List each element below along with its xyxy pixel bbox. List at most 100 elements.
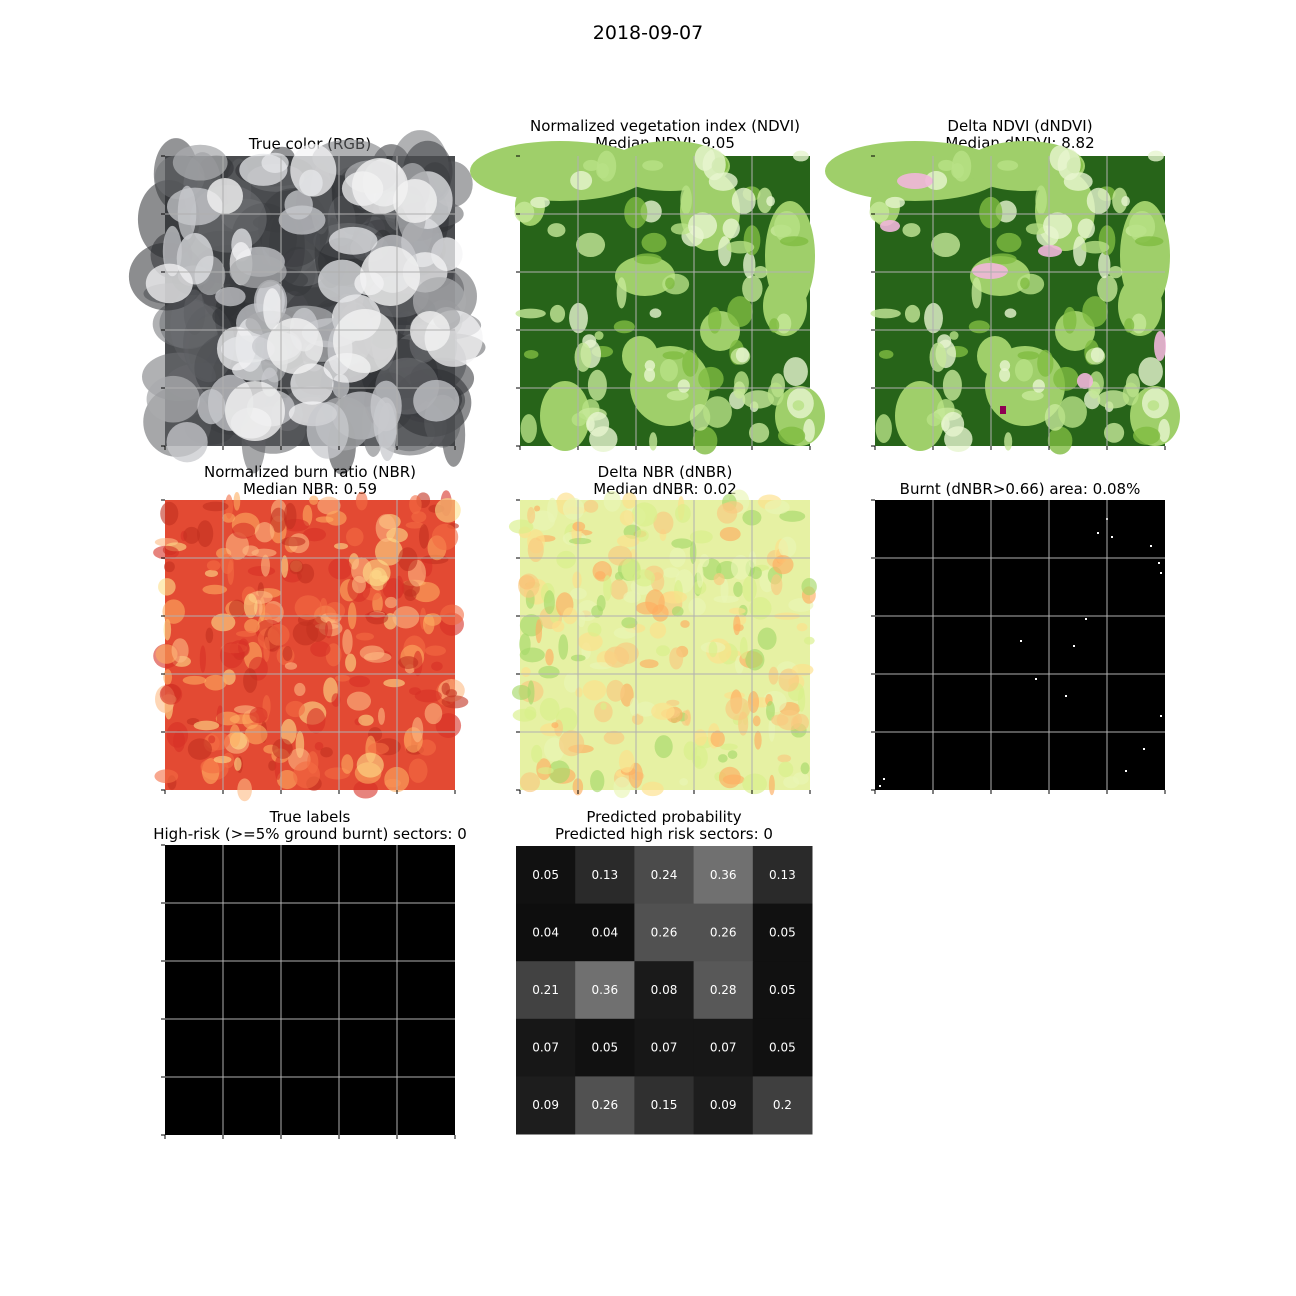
texture-blob xyxy=(518,573,540,598)
texture-blob xyxy=(249,707,268,724)
texture-blob xyxy=(800,762,810,775)
heatmap-cell xyxy=(693,1076,754,1135)
texture-blob xyxy=(227,559,234,585)
texture-blob xyxy=(713,572,725,586)
texture-blob xyxy=(508,519,534,534)
texture-blob xyxy=(254,522,275,543)
texture-blob xyxy=(547,497,558,523)
texture-blob xyxy=(689,530,713,544)
texture-blob xyxy=(172,144,228,181)
texture-blob xyxy=(924,302,943,334)
texture-blob xyxy=(162,599,185,624)
texture-blob xyxy=(232,522,256,539)
labels-image xyxy=(161,844,456,1139)
texture-blob xyxy=(158,578,176,596)
heatmap-cell-label: 0.2 xyxy=(773,1098,792,1112)
texture-blob xyxy=(769,318,780,333)
gridlines xyxy=(875,500,1165,790)
texture-blob xyxy=(1057,149,1081,181)
texture-blob xyxy=(163,669,173,686)
texture-blob xyxy=(1058,396,1087,428)
image-background xyxy=(165,845,455,1135)
probability-heatmap: 0.05 0.13 0.24 0.36 0.13 0.04 0.04 0.26 0.26 0.05… xyxy=(516,846,813,1135)
dnbr-texture xyxy=(508,489,817,799)
light-region xyxy=(615,256,675,296)
texture-blob xyxy=(310,641,331,657)
texture-blob xyxy=(383,678,405,688)
texture-blob xyxy=(569,302,588,334)
texture-blob xyxy=(733,614,741,636)
texture-blob xyxy=(431,661,443,671)
panel-labels: True labels High-risk (>=5% ground burnt… xyxy=(153,809,467,1139)
texture-blob xyxy=(281,555,289,578)
texture-blob xyxy=(641,232,667,253)
axis-ticks xyxy=(516,155,811,450)
texture-blob xyxy=(1035,185,1047,215)
texture-blob xyxy=(288,559,304,575)
panel-rgb: True color (RGB) xyxy=(128,130,486,475)
gridlines xyxy=(165,156,455,446)
texture-blob xyxy=(589,662,613,670)
texture-blob xyxy=(613,320,635,334)
gridlines xyxy=(875,156,1165,446)
texture-blob xyxy=(1053,366,1079,391)
texture-blob xyxy=(600,702,607,710)
texture-blob xyxy=(951,162,965,179)
heatmap-cell-label: 0.28 xyxy=(710,983,737,997)
texture-blob xyxy=(619,510,635,526)
texture-blob xyxy=(409,495,422,514)
texture-blob xyxy=(742,576,757,602)
burnt-pixel xyxy=(1158,562,1160,564)
texture-blob xyxy=(780,236,809,247)
texture-blob xyxy=(596,162,610,179)
heatmap-cell xyxy=(575,961,635,1020)
texture-blob xyxy=(684,709,691,726)
texture-blob xyxy=(228,599,246,618)
texture-blob xyxy=(666,390,689,401)
texture-blob xyxy=(166,421,208,463)
texture-blob xyxy=(613,627,637,639)
texture-blob xyxy=(216,705,224,728)
texture-blob xyxy=(285,700,306,718)
texture-blob xyxy=(572,521,586,532)
texture-blob xyxy=(378,402,397,462)
heatmap-cell xyxy=(752,961,813,1020)
texture-blob xyxy=(930,232,961,257)
texture-blob xyxy=(1073,236,1087,267)
texture-blob xyxy=(904,304,921,323)
panel-title: True labels High-risk (>=5% ground burnt… xyxy=(85,809,535,843)
texture-blob xyxy=(160,501,179,526)
texture-blob xyxy=(538,665,560,679)
texture-blob xyxy=(414,689,442,703)
texture-blob xyxy=(1077,218,1095,239)
texture-blob xyxy=(384,596,398,609)
texture-blob xyxy=(325,601,346,620)
heatmap-cell-label: 0.26 xyxy=(651,925,678,939)
texture-blob xyxy=(325,510,347,526)
texture-blob xyxy=(577,632,603,652)
texture-blob xyxy=(742,390,775,409)
texture-blob xyxy=(778,536,797,558)
panel-dnbr: Delta NBR (dNBR) Median dNBR: 0.02 xyxy=(508,464,817,799)
dnbr-image xyxy=(508,489,817,799)
texture-blob xyxy=(703,396,732,428)
texture-blob xyxy=(591,605,603,618)
texture-blob xyxy=(731,187,756,214)
texture-blob xyxy=(878,349,894,359)
texture-blob xyxy=(243,668,258,693)
panel-title: Predicted probability Predicted high ris… xyxy=(439,809,889,843)
cloud xyxy=(267,318,323,374)
texture-blob xyxy=(778,426,806,445)
heatmap-cell-label: 0.07 xyxy=(651,1041,678,1055)
heatmap-cell xyxy=(634,961,695,1020)
texture-blob xyxy=(582,680,607,701)
texture-blob xyxy=(527,537,544,563)
texture-blob xyxy=(739,636,748,660)
ndvi-image xyxy=(470,141,825,455)
texture-blob xyxy=(778,761,794,778)
panel-title-text: Normalized burn ratio (NBR) xyxy=(203,463,417,481)
panel-prob: Predicted probability Predicted high ris… xyxy=(516,809,813,1135)
texture-blob xyxy=(351,575,366,594)
texture-blob xyxy=(572,571,582,589)
gridlines xyxy=(165,845,455,1135)
